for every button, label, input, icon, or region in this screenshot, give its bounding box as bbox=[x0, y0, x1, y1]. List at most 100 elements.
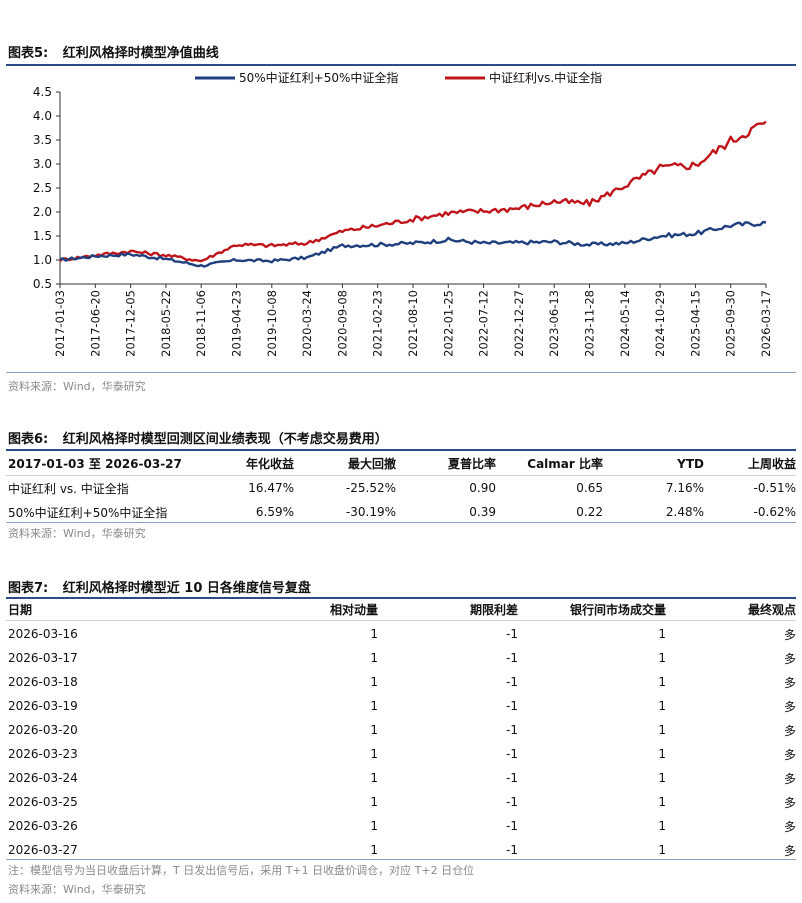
signal-row-cell: 2026-03-24 bbox=[8, 771, 78, 785]
performance-row-cell: -25.52% bbox=[345, 481, 396, 495]
signal-row-cell: 2026-03-20 bbox=[8, 723, 78, 737]
signal-table: 日期 相对动量 期限利差 银行间市场成交量 最终观点 2026-03-16 1 -1… bbox=[8, 596, 796, 862]
signal-row-cell: 1 bbox=[370, 771, 378, 785]
figure7-label: 图表7: bbox=[8, 581, 49, 596]
signal-row-cell: -1 bbox=[506, 627, 518, 641]
cropped-previous-text bbox=[0, 0, 802, 8]
signal-row-cell: 多 bbox=[783, 819, 796, 834]
x-tick-label: 2019-04-23 bbox=[230, 290, 244, 357]
signal-row-cell: -1 bbox=[506, 723, 518, 737]
y-tick-label: 2.0 bbox=[33, 205, 52, 219]
series-lines bbox=[59, 120, 767, 268]
signal-row-cell: 1 bbox=[370, 675, 378, 689]
performance-table: 2017-01-03 至 2026-03-27 年化收益 最大回撤 夏普比率 C… bbox=[8, 451, 796, 524]
x-tick-label: 2023-06-13 bbox=[547, 290, 561, 357]
signal-row-cell: 2026-03-23 bbox=[8, 747, 78, 761]
header-relative-momentum: 相对动量 bbox=[329, 602, 378, 617]
figure6-source: 资料来源：Wind，华泰研究 bbox=[8, 527, 146, 540]
y-tick-label: 2.5 bbox=[33, 181, 52, 195]
performance-row-cell: -0.51% bbox=[753, 481, 796, 495]
x-tick-label: 2023-11-28 bbox=[583, 290, 597, 357]
signal-row-cell: -1 bbox=[506, 747, 518, 761]
y-tick-label: 3.5 bbox=[33, 133, 52, 147]
header-interbank-volume: 银行间市场成交量 bbox=[569, 602, 666, 617]
signal-row-cell: 1 bbox=[370, 699, 378, 713]
figure6-top-rule bbox=[6, 449, 796, 451]
signal-row-cell: -1 bbox=[506, 699, 518, 713]
figure6-title: 红利风格择时模型回测区间业绩表现（不考虑交易费用） bbox=[62, 432, 388, 447]
header-term-spread: 期限利差 bbox=[469, 602, 518, 617]
performance-body: 中证红利 vs. 中证全指 16.47% -25.52% 0.90 0.65 7.16% -… bbox=[8, 476, 796, 524]
x-tick-label: 2018-05-22 bbox=[159, 290, 173, 357]
signal-row: 2026-03-20 1 -1 1 多 bbox=[8, 718, 796, 742]
x-tick-label: 2021-02-23 bbox=[371, 290, 385, 357]
header-period: 2017-01-03 至 2026-03-27 bbox=[8, 457, 182, 471]
figure7-header: 图表7: 红利风格择时模型近 10 日各维度信号复盘 bbox=[8, 577, 311, 596]
x-tick-label: 2024-10-29 bbox=[653, 290, 667, 357]
net-value-chart: 50%中证红利+50%中证全指 中证红利vs.中证全指 0.5 1.0 1.5 2.0 2… bbox=[33, 70, 773, 357]
x-tick-label: 2022-01-25 bbox=[441, 290, 455, 357]
figure6-bottom-rule bbox=[6, 522, 796, 523]
header-sharpe: 夏普比率 bbox=[447, 457, 496, 471]
figure6-label: 图表6: bbox=[8, 432, 49, 447]
signal-row-cell: 1 bbox=[658, 843, 666, 857]
signal-row-cell: 2026-03-18 bbox=[8, 675, 78, 689]
signal-row-cell: 2026-03-27 bbox=[8, 843, 78, 857]
x-tick-label: 2025-09-30 bbox=[724, 290, 738, 357]
signal-row-cell: 1 bbox=[658, 819, 666, 833]
signal-row-cell: 1 bbox=[658, 627, 666, 641]
x-tick-label: 2018-11-06 bbox=[194, 290, 208, 357]
signal-row: 2026-03-18 1 -1 1 多 bbox=[8, 670, 796, 694]
performance-row-cell: 50%中证红利+50%中证全指 bbox=[8, 505, 168, 520]
performance-row: 中证红利 vs. 中证全指 16.47% -25.52% 0.90 0.65 7.16% -… bbox=[8, 476, 796, 500]
signal-row-cell: 多 bbox=[783, 771, 796, 786]
performance-row-cell: 6.59% bbox=[255, 505, 294, 519]
series-line-1 bbox=[59, 120, 767, 263]
x-axis: 2017-01-03 2017-06-20 2017-12-05 2018-05-22… bbox=[53, 283, 773, 357]
signal-row-cell: 1 bbox=[658, 747, 666, 761]
signal-row-cell: 2026-03-17 bbox=[8, 651, 78, 665]
performance-row-cell: 0.39 bbox=[469, 505, 496, 519]
header-ytd: YTD bbox=[677, 456, 704, 471]
signal-row-cell: 多 bbox=[783, 795, 796, 810]
signal-row-cell: 1 bbox=[370, 723, 378, 737]
header-calmar: Calmar 比率 bbox=[527, 457, 603, 471]
signal-row-cell: 1 bbox=[658, 699, 666, 713]
x-tick-label: 2017-12-05 bbox=[124, 290, 138, 357]
signal-row-cell: 多 bbox=[783, 843, 796, 858]
performance-row-cell: 7.16% bbox=[665, 481, 704, 495]
signal-row-cell: 1 bbox=[658, 675, 666, 689]
x-tick-label: 2022-12-27 bbox=[512, 290, 526, 357]
performance-row-cell: -30.19% bbox=[345, 505, 396, 519]
x-tick-label: 2025-04-15 bbox=[688, 290, 702, 357]
performance-row-cell: 0.22 bbox=[576, 505, 603, 519]
signal-row: 2026-03-27 1 -1 1 多 bbox=[8, 838, 796, 862]
signal-header-rule bbox=[6, 620, 796, 621]
header-max-drawdown: 最大回撤 bbox=[347, 457, 396, 471]
signal-row-cell: 多 bbox=[783, 747, 796, 762]
signal-row-cell: 1 bbox=[370, 627, 378, 641]
x-tick-label: 2020-09-08 bbox=[335, 290, 349, 357]
legend-label-0: 50%中证红利+50%中证全指 bbox=[239, 70, 398, 85]
signal-row-cell: 2026-03-25 bbox=[8, 795, 78, 809]
figure7-title: 红利风格择时模型近 10 日各维度信号复盘 bbox=[62, 581, 311, 596]
figure5-top-rule bbox=[6, 64, 796, 66]
signal-row: 2026-03-25 1 -1 1 多 bbox=[8, 790, 796, 814]
signal-row-cell: 多 bbox=[783, 699, 796, 714]
signal-row-cell: 1 bbox=[370, 747, 378, 761]
signal-row: 2026-03-24 1 -1 1 多 bbox=[8, 766, 796, 790]
signal-row-cell: 1 bbox=[370, 843, 378, 857]
x-tick-label: 2017-06-20 bbox=[88, 290, 102, 357]
signal-row: 2026-03-16 1 -1 1 多 bbox=[8, 622, 796, 646]
signal-row-cell: -1 bbox=[506, 843, 518, 857]
header-annual-return: 年化收益 bbox=[245, 457, 294, 471]
figure5-bottom-rule bbox=[6, 372, 796, 373]
signal-row-cell: -1 bbox=[506, 819, 518, 833]
signal-row-cell: 多 bbox=[783, 675, 796, 690]
figure6-header: 图表6: 红利风格择时模型回测区间业绩表现（不考虑交易费用） bbox=[8, 428, 388, 447]
signal-row-cell: 1 bbox=[370, 795, 378, 809]
x-tick-label: 2020-03-24 bbox=[300, 290, 314, 357]
signal-row: 2026-03-19 1 -1 1 多 bbox=[8, 694, 796, 718]
signal-row-cell: -1 bbox=[506, 651, 518, 665]
y-axis: 0.5 1.0 1.5 2.0 2.5 3.0 3.5 4.0 4.5 bbox=[33, 85, 61, 291]
